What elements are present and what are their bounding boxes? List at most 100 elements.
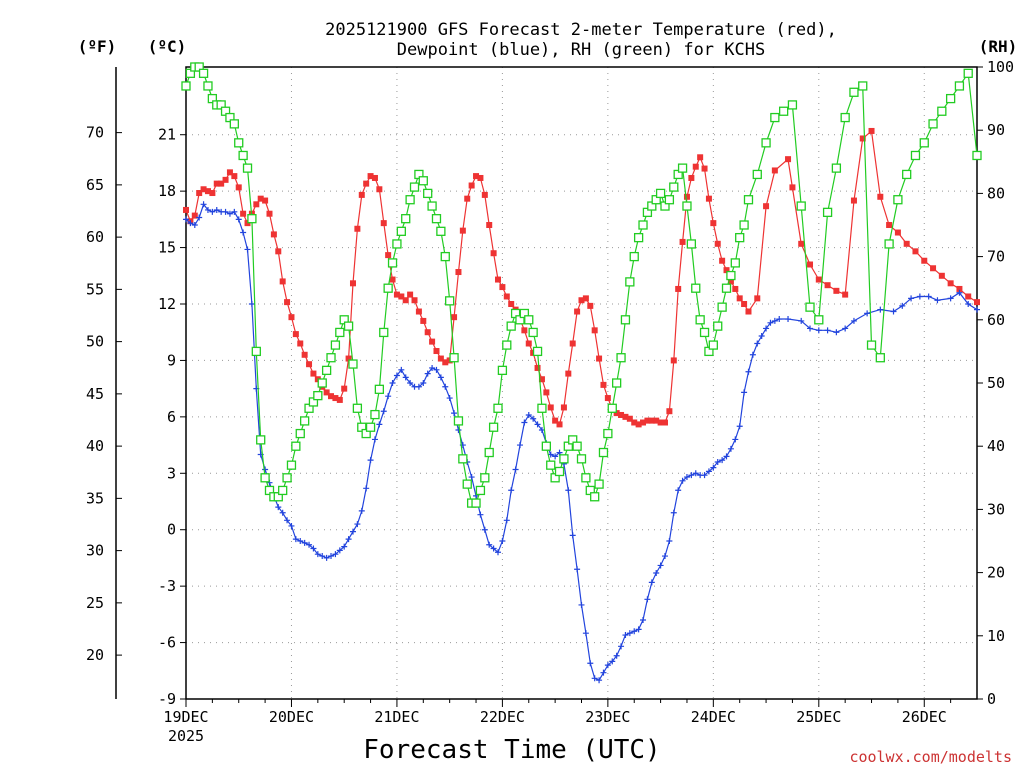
dewpoint-point: [670, 509, 677, 516]
rh-point: [286, 460, 297, 470]
temperature-point: [648, 417, 655, 424]
temperature-point: [490, 250, 497, 257]
temperature-point: [653, 417, 660, 424]
x-tick-label: 19DEC: [163, 708, 208, 726]
temperature-point: [284, 299, 291, 306]
temperature-point: [354, 225, 361, 232]
dewpoint-point: [596, 677, 603, 684]
rh-point: [814, 315, 824, 325]
dewpoint-point: [754, 340, 761, 347]
temperature-point: [437, 355, 444, 362]
temperature-point: [824, 282, 831, 289]
rh-point: [778, 106, 789, 116]
rh-point: [708, 340, 718, 350]
temperature-point: [275, 248, 282, 255]
rh-point: [260, 473, 270, 483]
rh-point: [532, 346, 543, 357]
temperature-point: [191, 212, 198, 219]
temperature-point: [670, 357, 677, 364]
temperature-point: [626, 415, 633, 422]
dewpoint-point: [495, 549, 502, 556]
dewpoint-point: [688, 472, 695, 479]
rh-point: [831, 163, 842, 173]
temperature-point: [411, 297, 418, 304]
dewpoint-point: [499, 538, 506, 544]
dewpoint-point: [490, 545, 497, 552]
temperature-point: [912, 248, 919, 255]
rh-tick-label: 90: [987, 121, 1005, 139]
rh-point: [313, 390, 323, 401]
dewpoint-point: [763, 325, 770, 332]
temperature-point: [903, 240, 910, 247]
rh-point: [893, 195, 903, 205]
rh-point: [875, 353, 885, 363]
dewpoint-point: [974, 306, 980, 313]
rh-point: [699, 327, 710, 338]
temperature-point: [328, 393, 335, 400]
dewpoint-point: [328, 553, 335, 560]
temperature-point: [763, 203, 770, 210]
rh-point: [972, 150, 982, 161]
credit-link[interactable]: coolwx.com/modelts: [849, 748, 1012, 766]
rh-point: [612, 378, 622, 388]
temperature-point: [218, 180, 225, 187]
rh-point: [541, 441, 551, 451]
temperature-point: [679, 238, 686, 245]
dewpoint-point: [965, 301, 972, 307]
fahrenheit-tick-label: 35: [86, 489, 104, 507]
x-tick-label: 24DEC: [691, 708, 736, 726]
dewpoint-point: [376, 421, 383, 428]
dewpoint-point: [415, 383, 422, 390]
temperature-point: [868, 127, 875, 134]
rh-point: [462, 479, 472, 489]
dewpoint-point: [187, 220, 194, 227]
temperature-point: [565, 370, 572, 377]
rh-point: [910, 150, 921, 161]
rh-point: [317, 378, 327, 388]
dewpoint-point: [582, 630, 589, 637]
rh-point: [559, 454, 569, 464]
dewpoint-point: [675, 487, 682, 494]
temperature-point: [442, 359, 449, 366]
rh-point: [374, 384, 385, 394]
dewpoint-point: [420, 380, 427, 386]
dewpoint-point: [591, 675, 598, 682]
dewpoint-point: [758, 332, 765, 339]
temperature-point: [661, 419, 668, 426]
dewpoint-point: [899, 302, 906, 309]
dewpoint-point: [521, 419, 528, 426]
dewpoint-point: [815, 327, 822, 334]
rh-point: [282, 473, 292, 483]
dewpoint-point: [389, 380, 396, 386]
dewpoint-point: [393, 372, 400, 379]
rh-point: [229, 119, 239, 129]
rh-point: [691, 283, 701, 293]
temperature-point: [705, 195, 712, 202]
temperature-point: [859, 135, 866, 142]
temperature-point: [323, 389, 330, 396]
temperature-point: [886, 222, 893, 228]
rh-point: [330, 340, 341, 350]
rh-point: [198, 68, 209, 78]
temperature-point: [433, 348, 440, 355]
rh-point: [458, 454, 468, 464]
temperature-point: [688, 174, 695, 181]
dewpoint-point: [732, 436, 739, 443]
rh-point: [506, 321, 516, 331]
temperature-point: [398, 293, 405, 300]
rh-point: [291, 441, 301, 451]
rh-point: [348, 359, 358, 369]
rh-point: [484, 447, 494, 458]
temperature-point: [727, 278, 734, 285]
rh-point: [440, 251, 450, 262]
dewpoint-point: [618, 643, 625, 650]
temperature-point: [389, 276, 396, 283]
celsius-tick-label: 9: [167, 351, 176, 369]
dewpoint-point: [745, 368, 752, 375]
dewpoint-point: [710, 464, 717, 471]
rh-point: [497, 365, 508, 376]
dewpoint-point: [349, 528, 356, 535]
temperature-point: [336, 396, 343, 403]
dewpoint-point: [319, 553, 326, 560]
